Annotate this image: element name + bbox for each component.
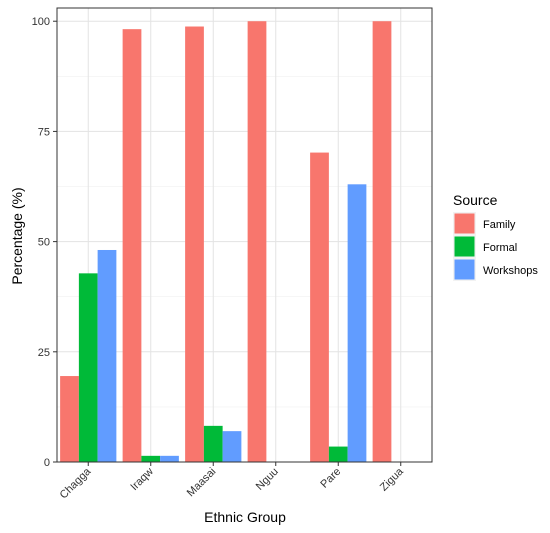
bar-formal-chagga: [78, 273, 98, 462]
legend-swatch-formal: [454, 236, 475, 257]
bar-workshops-iraqw: [160, 455, 179, 462]
y-tick-label: 50: [38, 237, 50, 249]
bar-formal-iraqw: [141, 455, 161, 462]
bar-formal-maasai: [203, 425, 223, 462]
panel-border: [56, 7, 433, 463]
y-tick-label: 100: [32, 16, 50, 28]
bar-family-zigua: [372, 21, 392, 463]
legend-label-formal: Formal: [483, 242, 517, 254]
legend: Source Family Formal Workshops: [453, 192, 538, 281]
bar-workshops-chagga: [97, 249, 117, 462]
bar-workshops-maasai: [222, 431, 242, 462]
bar-family-nguu: [247, 21, 267, 463]
y-tick-label: 75: [38, 126, 50, 138]
y-tick-label: 25: [38, 347, 50, 359]
bar-family-maasai: [185, 26, 204, 462]
x-axis-title: Ethnic Group: [204, 509, 286, 525]
y-tick-label: 0: [44, 457, 50, 469]
panel-frame: [56, 7, 433, 463]
legend-swatch-workshops: [454, 259, 475, 280]
y-axis-title: Percentage (%): [9, 187, 25, 284]
legend-label-workshops: Workshops: [483, 265, 538, 277]
legend-title: Source: [453, 192, 498, 208]
bar-family-iraqw: [122, 29, 142, 462]
bar-workshops-pare: [347, 184, 367, 463]
legend-label-family: Family: [483, 219, 516, 231]
legend-swatch-family: [454, 213, 475, 234]
bar-formal-pare: [328, 446, 348, 462]
bar-family-chagga: [60, 376, 79, 462]
bar-family-pare: [310, 152, 329, 462]
